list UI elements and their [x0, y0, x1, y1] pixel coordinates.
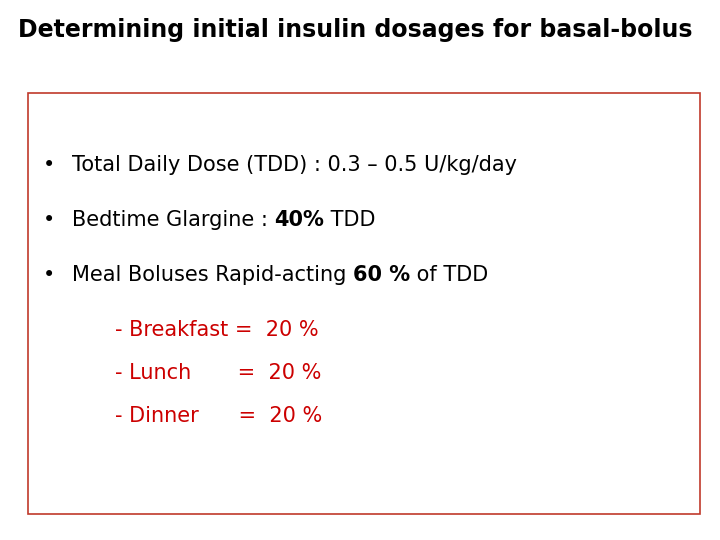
Text: - Dinner      =  20 %: - Dinner = 20 %: [115, 406, 323, 426]
Text: of TDD: of TDD: [410, 265, 488, 285]
FancyBboxPatch shape: [28, 93, 700, 514]
Text: Bedtime Glargine :: Bedtime Glargine :: [72, 210, 274, 230]
Text: •: •: [43, 265, 55, 285]
Text: 60 %: 60 %: [353, 265, 410, 285]
Text: Meal Boluses Rapid-acting: Meal Boluses Rapid-acting: [72, 265, 353, 285]
Text: Total Daily Dose (TDD) : 0.3 – 0.5 U/kg/day: Total Daily Dose (TDD) : 0.3 – 0.5 U/kg/…: [72, 155, 517, 175]
Text: Determining initial insulin dosages for basal-bolus: Determining initial insulin dosages for …: [18, 18, 693, 42]
Text: - Lunch       =  20 %: - Lunch = 20 %: [115, 363, 321, 383]
Text: - Breakfast =  20 %: - Breakfast = 20 %: [115, 320, 319, 340]
Text: •: •: [43, 155, 55, 175]
Text: TDD: TDD: [325, 210, 376, 230]
Text: •: •: [43, 210, 55, 230]
Text: 40%: 40%: [274, 210, 325, 230]
